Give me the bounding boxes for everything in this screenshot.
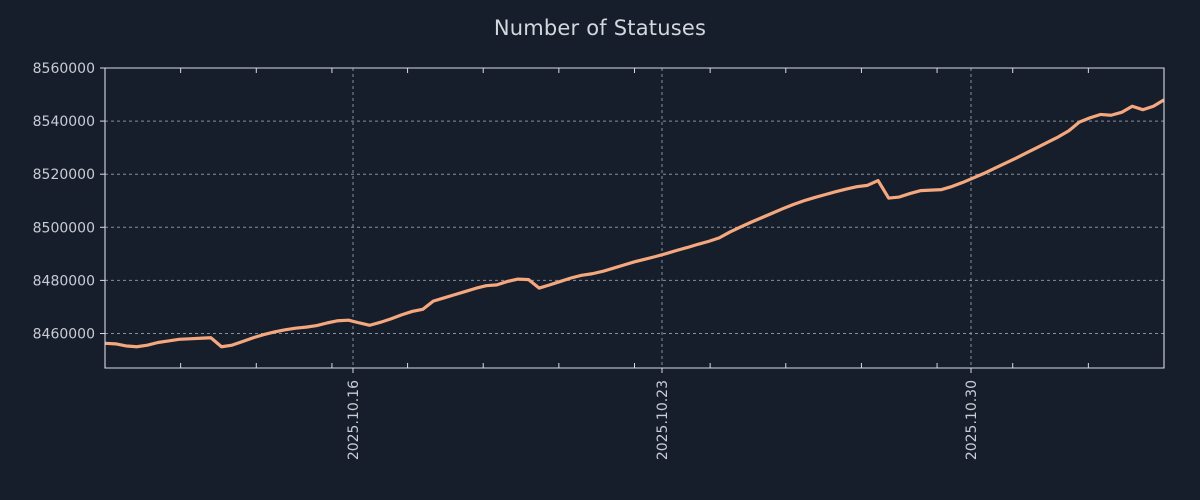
y-axis-tick-label: 8460000: [33, 326, 95, 342]
x-axis-tick-label: 2025.10.16: [346, 380, 362, 460]
y-axis-tick-label: 8480000: [33, 273, 95, 289]
y-axis-tick-label: 8560000: [33, 61, 95, 77]
y-axis-tick-label: 8500000: [33, 220, 95, 236]
plot-frame: [104, 67, 1165, 369]
data-series-line: [104, 98, 1165, 349]
chart-title: Number of Statuses: [493, 16, 707, 40]
y-axis-tick-label: 8520000: [33, 167, 95, 183]
x-axis-tick-label: 2025.10.23: [655, 380, 671, 460]
x-axis-tick-label: 2025.10.30: [964, 380, 980, 460]
y-axis-tick-label: 8540000: [33, 114, 95, 130]
